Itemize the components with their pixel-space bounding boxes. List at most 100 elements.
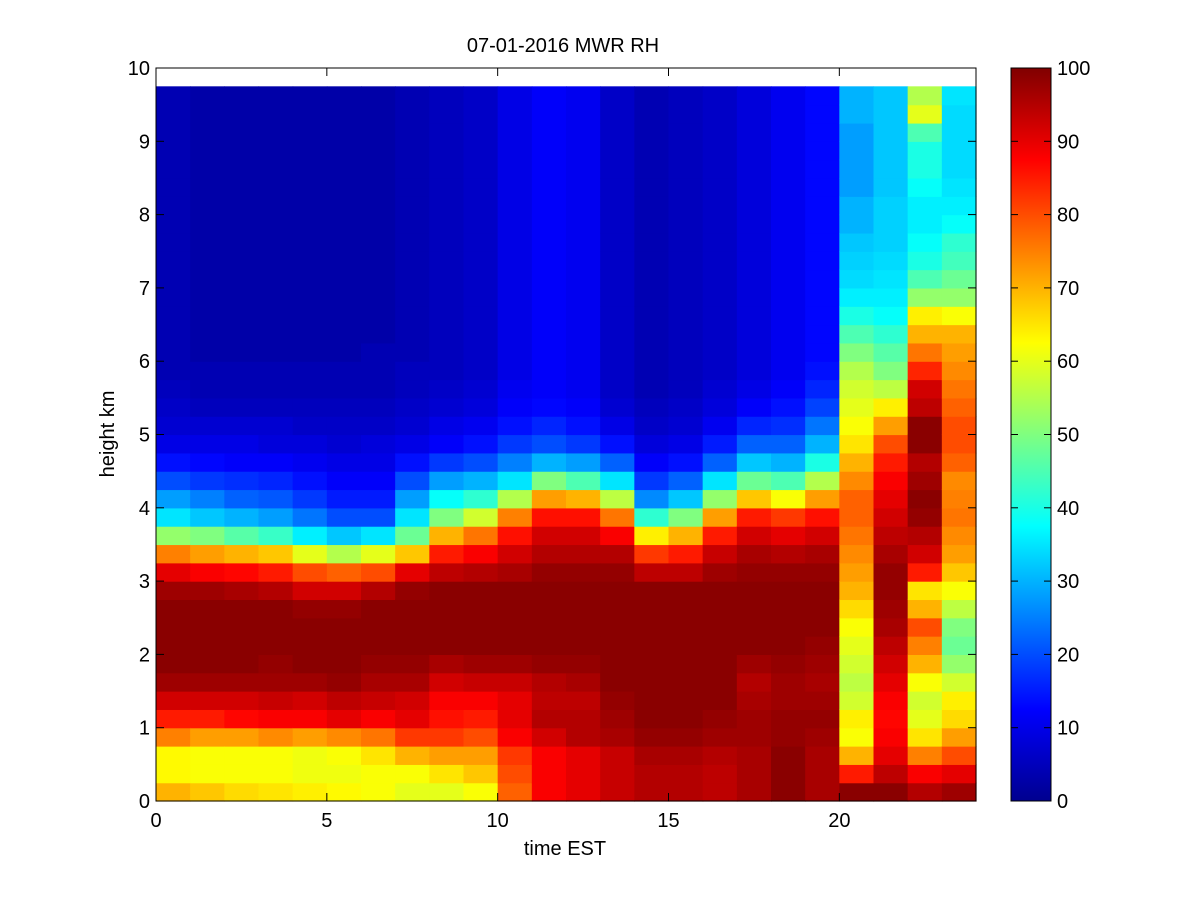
heatmap-cell: [531, 434, 567, 454]
heatmap-cell: [395, 104, 430, 124]
colorbar-frame: [1010, 67, 1052, 802]
heatmap-cell: [805, 177, 840, 197]
heatmap-cell: [326, 122, 362, 142]
heatmap-cell: [873, 709, 909, 729]
heatmap-cell: [258, 324, 294, 344]
heatmap-cell: [224, 361, 260, 381]
heatmap-cell: [156, 214, 191, 234]
heatmap-cell: [907, 654, 943, 674]
heatmap-cell: [395, 782, 430, 802]
heatmap-cell: [873, 562, 909, 582]
heatmap-cell: [839, 581, 875, 601]
heatmap-cell: [326, 581, 362, 601]
heatmap-cell: [839, 654, 875, 674]
heatmap-cell: [736, 709, 772, 729]
heatmap-cell: [873, 452, 909, 472]
heatmap-cell: [702, 636, 738, 655]
heatmap-cell: [600, 654, 635, 674]
heatmap-cell: [634, 562, 670, 582]
heatmap-cell: [292, 452, 328, 472]
heatmap-cell: [463, 562, 499, 582]
heatmap-cell: [634, 507, 670, 527]
heatmap-cell: [566, 177, 601, 197]
heatmap-cell: [566, 617, 601, 637]
heatmap-cell: [600, 562, 635, 582]
heatmap-cell: [839, 177, 875, 197]
heatmap-cell: [634, 764, 670, 784]
heatmap-cell: [941, 599, 977, 619]
heatmap-cell: [224, 489, 260, 509]
y-tick-label: 0: [139, 791, 150, 813]
heatmap-cell: [190, 196, 225, 216]
heatmap-cell: [497, 691, 533, 710]
heatmap-cell: [292, 727, 328, 747]
heatmap-cell: [600, 269, 635, 289]
heatmap-cell: [463, 654, 499, 674]
heatmap-cell: [395, 196, 430, 216]
heatmap-cell: [258, 269, 294, 289]
heatmap-cell: [600, 452, 635, 472]
heatmap-cell: [907, 452, 943, 472]
heatmap-cell: [941, 324, 977, 344]
heatmap-cell: [531, 104, 567, 124]
heatmap-cell: [497, 636, 533, 655]
y-tick-label: 7: [139, 278, 150, 300]
heatmap-cell: [429, 214, 465, 234]
heatmap-cell: [634, 544, 670, 564]
heatmap-cell: [156, 141, 191, 161]
heatmap-cell: [907, 177, 943, 197]
heatmap-cell: [156, 782, 191, 802]
heatmap-cell: [873, 764, 909, 784]
heatmap-cell: [395, 636, 430, 655]
heatmap-cell: [805, 416, 840, 436]
heatmap-cell: [224, 471, 260, 491]
heatmap-cell: [566, 214, 601, 234]
heatmap-cell: [736, 251, 772, 271]
heatmap-cell: [292, 764, 328, 784]
heatmap-cell: [668, 287, 704, 307]
heatmap-cell: [292, 361, 328, 381]
heatmap-cell: [873, 141, 909, 161]
heatmap-cell: [668, 104, 704, 124]
heatmap-cell: [566, 159, 601, 179]
heatmap-cell: [907, 287, 943, 307]
heatmap-cell: [873, 581, 909, 601]
heatmap-cell: [668, 507, 704, 527]
heatmap-cell: [190, 86, 225, 106]
heatmap-cell: [668, 141, 704, 161]
heatmap-cell: [531, 617, 567, 637]
heatmap-cell: [531, 251, 567, 271]
heatmap-cell: [736, 196, 772, 216]
heatmap-cell: [463, 287, 499, 307]
heatmap-cell: [531, 122, 567, 142]
heatmap-cell: [736, 214, 772, 234]
heatmap-cell: [361, 232, 396, 252]
heatmap-cell: [463, 104, 499, 124]
heatmap-cell: [361, 122, 396, 142]
heatmap-cell: [566, 141, 601, 161]
heatmap-cell: [258, 434, 294, 454]
heatmap-cell: [292, 214, 328, 234]
heatmap-cell: [736, 324, 772, 344]
heatmap-cell: [839, 379, 875, 399]
heatmap-cell: [326, 397, 362, 417]
heatmap-cell: [634, 434, 670, 454]
heatmap-cell: [497, 324, 533, 344]
heatmap-cell: [873, 489, 909, 509]
heatmap-cell: [429, 342, 465, 362]
heatmap-cell: [771, 562, 806, 582]
heatmap-cell: [463, 177, 499, 197]
heatmap-cell: [531, 342, 567, 362]
heatmap-cell: [395, 471, 430, 491]
heatmap-cell: [292, 526, 328, 546]
heatmap-cell: [600, 397, 635, 417]
heatmap-cell: [668, 526, 704, 546]
heatmap-cell: [292, 141, 328, 161]
y-tick-label: 4: [139, 498, 150, 520]
heatmap-cell: [258, 526, 294, 546]
heatmap-cell: [941, 782, 977, 802]
heatmap-cell: [668, 196, 704, 216]
heatmap-cell: [497, 361, 533, 381]
heatmap-cell: [873, 361, 909, 381]
heatmap-cell: [634, 177, 670, 197]
